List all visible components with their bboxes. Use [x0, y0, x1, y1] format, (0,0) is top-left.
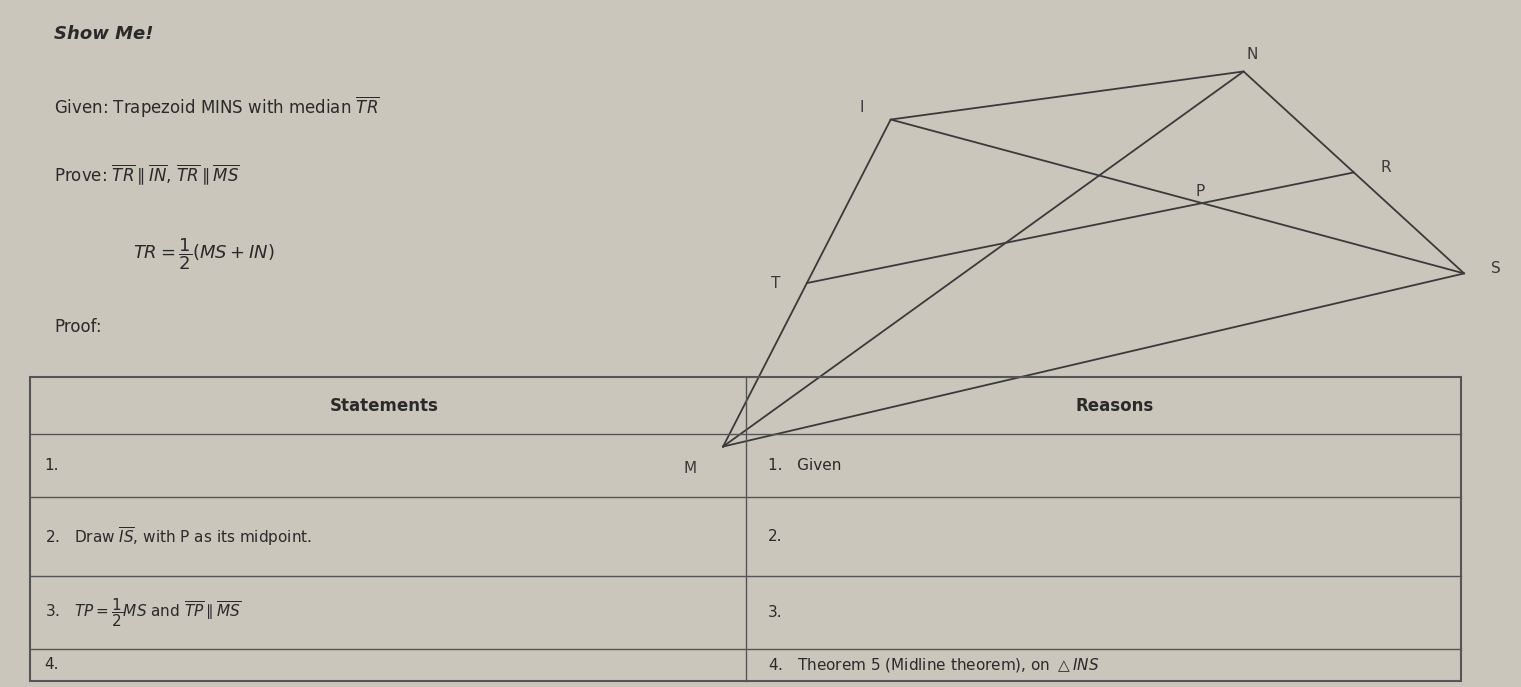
Text: 1.   Given: 1. Given: [768, 458, 841, 473]
Text: 2.: 2.: [768, 530, 782, 544]
Text: 4.   Theorem 5 (Midline theorem), on $\triangle INS$: 4. Theorem 5 (Midline theorem), on $\tri…: [768, 656, 1098, 674]
Text: M: M: [683, 461, 697, 476]
Text: $TR = \dfrac{1}{2}(MS + IN)$: $TR = \dfrac{1}{2}(MS + IN)$: [132, 236, 275, 272]
Text: 3.   $TP = \dfrac{1}{2}MS$ and $\overline{TP} \parallel \overline{MS}$: 3. $TP = \dfrac{1}{2}MS$ and $\overline{…: [44, 596, 240, 629]
Text: Statements: Statements: [330, 396, 438, 415]
Text: P: P: [1196, 184, 1205, 199]
Text: 1.: 1.: [44, 458, 59, 473]
Text: 4.: 4.: [44, 657, 59, 673]
Text: R: R: [1381, 160, 1390, 175]
Text: T: T: [771, 275, 780, 291]
Text: Reasons: Reasons: [1075, 396, 1153, 415]
Text: I: I: [859, 100, 864, 115]
Text: S: S: [1491, 261, 1500, 276]
Text: Show Me!: Show Me!: [55, 25, 154, 43]
Text: Prove: $\overline{TR} \parallel \overline{IN}$, $\overline{TR} \parallel \overli: Prove: $\overline{TR} \parallel \overlin…: [55, 162, 240, 187]
Text: N: N: [1247, 47, 1258, 62]
Text: 3.: 3.: [768, 605, 782, 620]
Text: 2.   Draw $\overline{IS}$, with P as its midpoint.: 2. Draw $\overline{IS}$, with P as its m…: [44, 526, 312, 548]
Text: Proof:: Proof:: [55, 318, 102, 336]
Text: Given: Trapezoid MINS with median $\overline{TR}$: Given: Trapezoid MINS with median $\over…: [55, 95, 380, 120]
